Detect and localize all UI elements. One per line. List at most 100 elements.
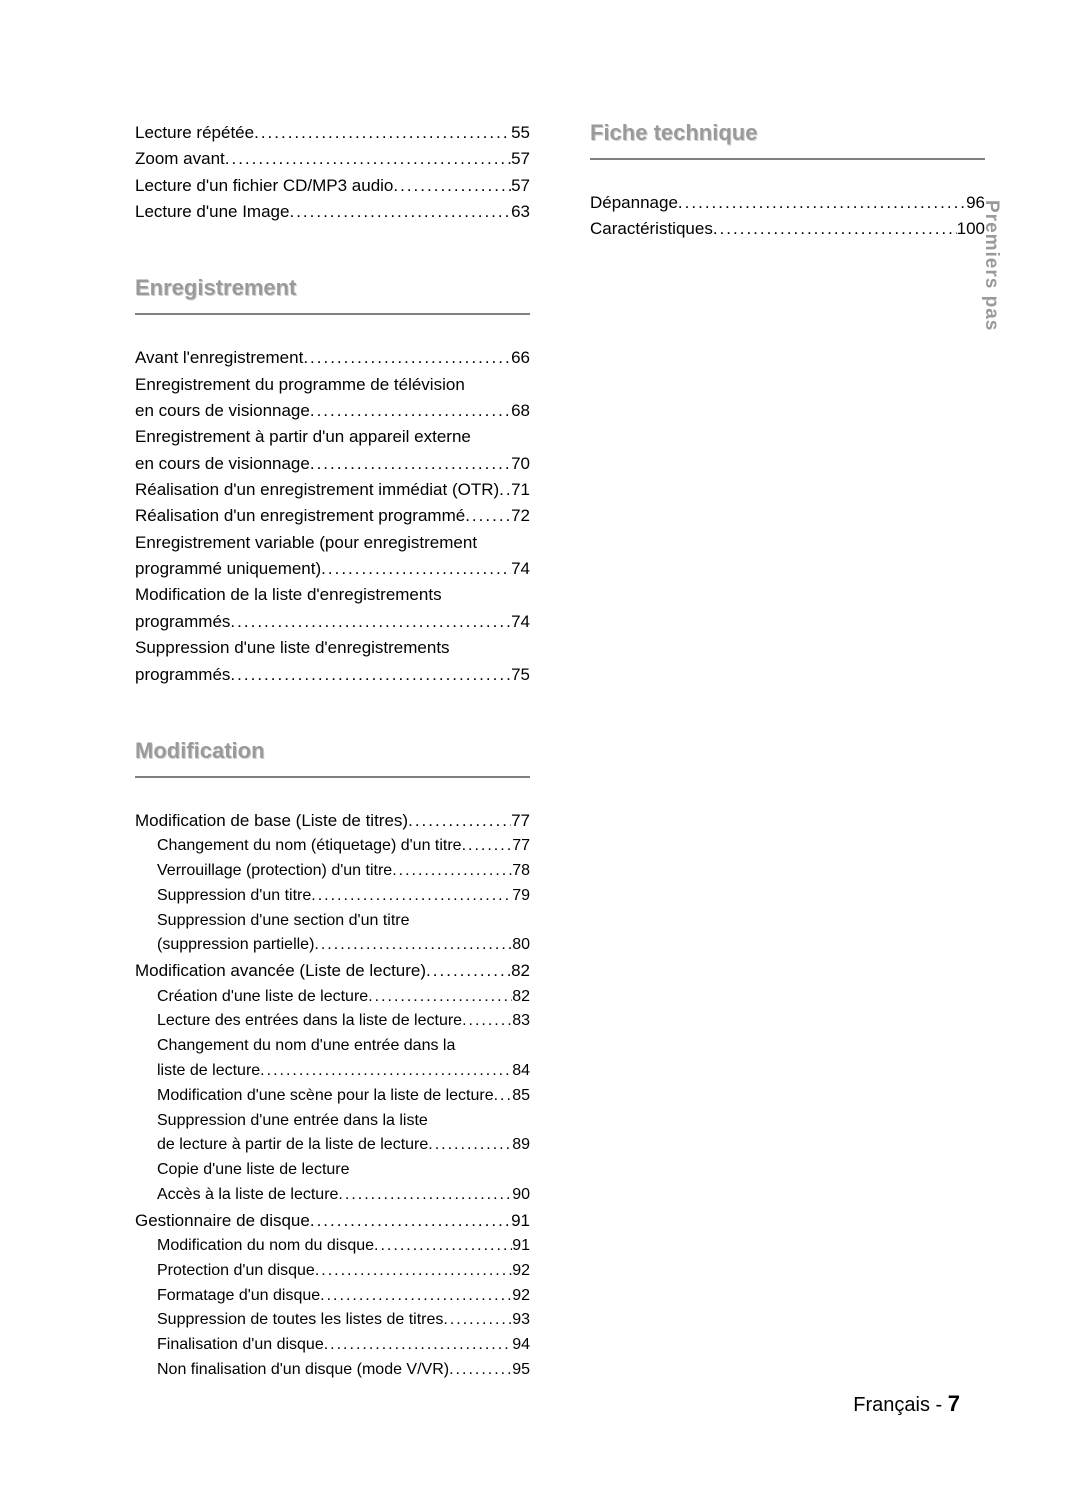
toc-dots: [310, 451, 511, 477]
toc-entry-page: 75: [511, 662, 530, 688]
toc-entry-continuation: Enregistrement du programme de télévisio…: [135, 372, 530, 398]
toc-entry-page: 74: [511, 609, 530, 635]
toc-entry-label: Finalisation d'un disque: [157, 1333, 324, 1358]
toc-entry-page: 95: [512, 1358, 530, 1383]
toc-entry-label: Zoom avant: [135, 146, 225, 172]
toc-entry-page: 79: [512, 884, 530, 909]
toc-entry-page: 85: [512, 1084, 530, 1109]
toc-entry-label: Gestionnaire de disque: [135, 1208, 310, 1234]
footer-sep: -: [930, 1394, 948, 1416]
toc-dots: [426, 958, 511, 984]
toc-dots: [260, 1059, 512, 1084]
section-heading: Fiche technique: [590, 120, 985, 146]
section-divider: [590, 158, 985, 160]
toc-entry-label: programmés: [135, 662, 230, 688]
right-sections: Fiche techniqueDépannage96Caractéristiqu…: [590, 120, 985, 243]
toc-entry: Lecture répétée55: [135, 120, 530, 146]
toc-entry-page: 77: [511, 808, 530, 834]
toc-entry: Suppression de toutes les listes de titr…: [135, 1308, 530, 1333]
toc-entry-label: Protection d'un disque: [157, 1259, 315, 1284]
toc-entry-page: 70: [511, 451, 530, 477]
toc-entry: Zoom avant57: [135, 146, 530, 172]
toc-entry-label: Dépannage: [590, 190, 678, 216]
toc-entry-label: Création d'une liste de lecture: [157, 985, 368, 1010]
toc-entry: Avant l'enregistrement 66: [135, 345, 530, 371]
toc-dots: [499, 477, 511, 503]
toc-entry-label: Verrouillage (protection) d'un titre: [157, 859, 392, 884]
toc-dots: [303, 345, 511, 371]
toc-entry-label: Modification d'une scène pour la liste d…: [157, 1084, 494, 1109]
toc-dots: [324, 1333, 512, 1358]
toc-entry-continuation: Enregistrement à partir d'un appareil ex…: [135, 424, 530, 450]
toc-entry: (suppression partielle)80: [135, 933, 530, 958]
toc-dots: [462, 834, 513, 859]
toc-entry-page: 91: [512, 1234, 530, 1259]
toc-entry: Protection d'un disque 92: [135, 1259, 530, 1284]
toc-entry-label: Lecture d'une Image: [135, 199, 289, 225]
toc-entry-label: Lecture des entrées dans la liste de lec…: [157, 1009, 462, 1034]
toc-entry: Lecture d'une Image 63: [135, 199, 530, 225]
toc-entry-page: 93: [512, 1308, 530, 1333]
toc-entry: programmé uniquement)74: [135, 556, 530, 582]
toc-entry-label: en cours de visionnage: [135, 398, 310, 424]
toc-entry: Lecture des entrées dans la liste de lec…: [135, 1009, 530, 1034]
toc-entry: Réalisation d'un enregistrement immédiat…: [135, 477, 530, 503]
toc-entry-page: 57: [511, 173, 530, 199]
toc-dots: [494, 1084, 513, 1109]
toc-dots: [289, 199, 511, 225]
toc-entry-continuation: Suppression d'une entrée dans la liste: [135, 1109, 530, 1134]
toc-dots: [392, 859, 512, 884]
toc-entry: Lecture d'un fichier CD/MP3 audio 57: [135, 173, 530, 199]
toc-entry-page: 63: [511, 199, 530, 225]
toc-entry-label: Lecture d'un fichier CD/MP3 audio: [135, 173, 393, 199]
toc-entry-page: 83: [512, 1009, 530, 1034]
toc-dots: [408, 808, 511, 834]
toc-entry: programmés 75: [135, 662, 530, 688]
toc-entry-continuation: Suppression d'une liste d'enregistrement…: [135, 635, 530, 661]
toc-dots: [310, 1208, 511, 1234]
toc-dots: [462, 1009, 512, 1034]
toc-dots: [315, 1259, 512, 1284]
toc-entry-label: Modification du nom du disque: [157, 1234, 374, 1259]
toc-entry: Suppression d'un titre 79: [135, 884, 530, 909]
toc-entry-page: 92: [512, 1284, 530, 1309]
toc-entry-label: Lecture répétée: [135, 120, 254, 146]
toc-dots: [310, 398, 511, 424]
toc-entry-label: Modification de base (Liste de titres): [135, 808, 408, 834]
toc-entry-label: en cours de visionnage: [135, 451, 310, 477]
toc-dots: [338, 1183, 512, 1208]
toc-entry: en cours de visionnage68: [135, 398, 530, 424]
toc-entry: Changement du nom (étiquetage) d'un titr…: [135, 834, 530, 859]
toc-entry-continuation: Modification de la liste d'enregistremen…: [135, 582, 530, 608]
toc-entry-label: Modification avancée (Liste de lecture): [135, 958, 426, 984]
toc-dots: [320, 1284, 512, 1309]
left-sections: EnregistrementAvant l'enregistrement66En…: [135, 275, 530, 1382]
toc-entry-page: 78: [512, 859, 530, 884]
section-heading: Enregistrement: [135, 275, 530, 301]
toc-entry-label: Suppression d'un titre: [157, 884, 311, 909]
toc-entry: Modification avancée (Liste de lecture) 8…: [135, 958, 530, 984]
toc-entry: Non finalisation d'un disque (mode V/VR)…: [135, 1358, 530, 1383]
toc-dots: [465, 503, 511, 529]
toc-dots: [428, 1133, 512, 1158]
toc-entry-label: Avant l'enregistrement: [135, 345, 303, 371]
toc-dots: [321, 556, 511, 582]
footer-language: Français: [853, 1394, 930, 1416]
toc-dots: [254, 120, 511, 146]
toc-dots: [368, 985, 512, 1010]
toc-entry: en cours de visionnage 70: [135, 451, 530, 477]
toc-entry-label: (suppression partielle): [157, 933, 314, 958]
toc-entry-label: programmés: [135, 609, 230, 635]
toc-entry-page: 66: [511, 345, 530, 371]
toc-dots: [713, 216, 957, 242]
toc-dots: [443, 1308, 512, 1333]
section-heading: Modification: [135, 738, 530, 764]
section-divider: [135, 776, 530, 778]
toc-entry-page: 82: [512, 985, 530, 1010]
toc-entry: Réalisation d'un enregistrement programm…: [135, 503, 530, 529]
toc-entry-page: 92: [512, 1259, 530, 1284]
toc-entry-page: 94: [512, 1333, 530, 1358]
toc-entry-label: Changement du nom (étiquetage) d'un titr…: [157, 834, 462, 859]
toc-entry-page: 82: [511, 958, 530, 984]
toc-entry-continuation: Suppression d'une section d'un titre: [135, 909, 530, 934]
